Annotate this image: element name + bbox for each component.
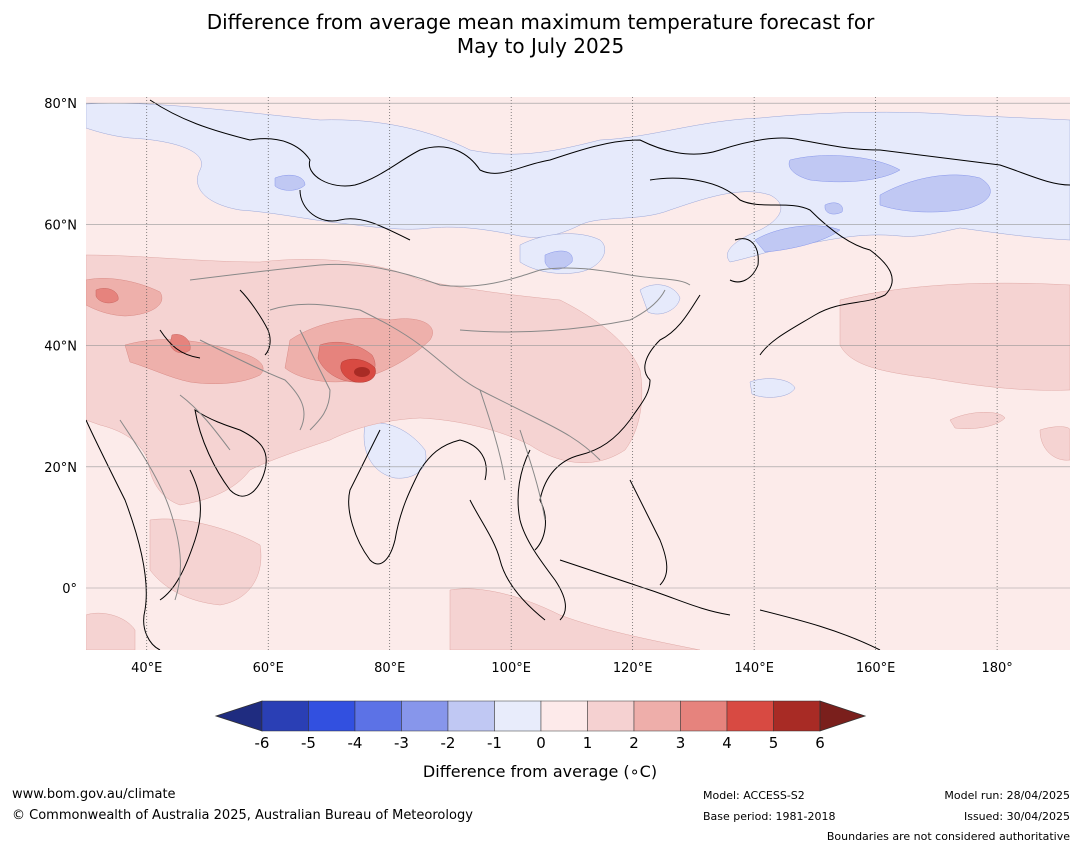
footer-model: Model: ACCESS-S2 xyxy=(703,789,805,802)
latitude-labels: 80°N 60°N 40°N 20°N 0° xyxy=(44,97,77,597)
colorbar-tick-label: -5 xyxy=(301,734,316,752)
colorbar-tick-label: 6 xyxy=(815,734,825,752)
latitude-label: 0° xyxy=(62,582,77,597)
colorbar-extend-high xyxy=(819,700,867,732)
colorbar-swatch xyxy=(447,700,495,732)
longitude-label: 120°E xyxy=(613,661,653,676)
longitude-label: 80°E xyxy=(374,661,405,676)
coastlines xyxy=(86,99,1070,650)
colorbar-title: Difference from average (∘C) xyxy=(423,762,657,781)
map-panel xyxy=(86,97,1070,650)
footer-copyright: © Commonwealth of Australia 2025, Austra… xyxy=(12,808,473,823)
cool-anomaly-regions xyxy=(86,102,1070,479)
latitude-label: 20°N xyxy=(44,461,77,476)
cool-anomaly-stronger xyxy=(274,155,991,270)
graticule xyxy=(86,97,1070,650)
longitude-label: 160°E xyxy=(856,661,896,676)
chart-title: Difference from average mean maximum tem… xyxy=(0,10,1081,58)
footer-issued: Issued: 30/04/2025 xyxy=(963,810,1070,823)
colorbar-swatch xyxy=(726,700,774,732)
warm-anomaly-level-6 xyxy=(354,367,370,377)
colorbar: -6 -5 -4 -3 -2 -1 0 1 2 3 4 5 6 xyxy=(214,700,867,752)
longitude-label: 140°E xyxy=(734,661,774,676)
colorbar-swatch xyxy=(540,700,588,732)
colorbar-tick-label: 4 xyxy=(722,734,732,752)
colorbar-tick-label: -2 xyxy=(441,734,456,752)
colorbar-swatch xyxy=(773,700,821,732)
colorbar-swatch xyxy=(633,700,681,732)
footer-disclaimer: Boundaries are not considered authoritat… xyxy=(826,830,1070,843)
title-line-2: May to July 2025 xyxy=(456,34,625,58)
title-line-1: Difference from average mean maximum tem… xyxy=(206,10,875,34)
colorbar-swatch xyxy=(680,700,728,732)
latitude-label: 80°N xyxy=(44,97,77,112)
colorbar-tick-label: 1 xyxy=(583,734,593,752)
colorbar-tick-label: -6 xyxy=(255,734,270,752)
colorbar-extend-low xyxy=(214,700,263,732)
colorbar-swatch xyxy=(308,700,356,732)
colorbar-swatch xyxy=(494,700,542,732)
footer-model-run: Model run: 28/04/2025 xyxy=(944,789,1070,802)
colorbar-swatch xyxy=(587,700,635,732)
footer-base-period: Base period: 1981-2018 xyxy=(703,810,836,823)
colorbar-swatch xyxy=(261,700,309,732)
longitude-label: 60°E xyxy=(253,661,284,676)
colorbar-tick-label: -1 xyxy=(487,734,502,752)
longitude-label: 180° xyxy=(981,661,1012,676)
colorbar-swatch xyxy=(354,700,402,732)
colorbar-tick-label: 0 xyxy=(536,734,546,752)
latitude-label: 60°N xyxy=(44,218,77,233)
longitude-labels: 40°E 60°E 80°E 100°E 120°E 140°E 160°E 180° xyxy=(131,661,1013,676)
colorbar-tick-label: 2 xyxy=(629,734,639,752)
latitude-label: 40°N xyxy=(44,340,77,355)
longitude-label: 100°E xyxy=(491,661,531,676)
country-borders xyxy=(119,263,691,601)
colorbar-tick-label: 3 xyxy=(676,734,686,752)
colorbar-tick-label: -3 xyxy=(394,734,409,752)
longitude-label: 40°E xyxy=(131,661,162,676)
colorbar-tick-label: 5 xyxy=(769,734,779,752)
footer-url[interactable]: www.bom.gov.au/climate xyxy=(12,787,176,802)
colorbar-tick-label: -4 xyxy=(348,734,363,752)
colorbar-swatch xyxy=(401,700,449,732)
